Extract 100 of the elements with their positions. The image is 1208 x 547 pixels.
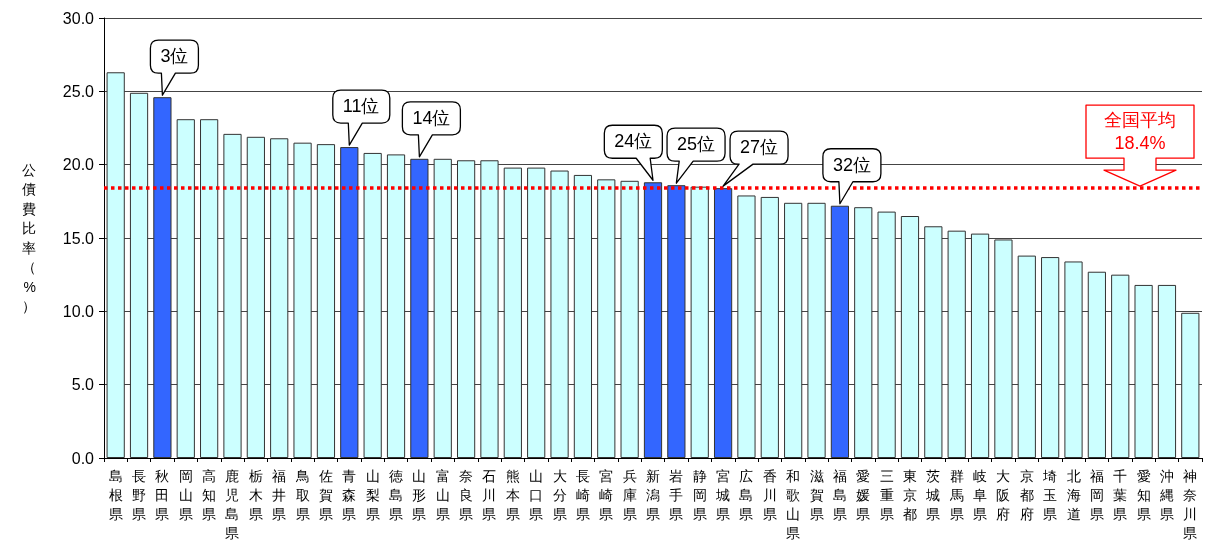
x-tick-label: 石川県	[482, 467, 497, 522]
bar	[503, 167, 522, 458]
x-tick-label: 広島県	[739, 467, 754, 522]
bar	[223, 133, 242, 458]
annotation: 27位	[739, 136, 780, 160]
x-tick-label: 神奈川県	[1183, 467, 1198, 541]
bar	[550, 170, 569, 458]
y-axis-title: 公債費比率（%）	[22, 161, 36, 315]
bar	[597, 179, 616, 458]
x-tick-label: 青森県	[342, 467, 357, 522]
x-tick-label: 秋田県	[155, 467, 170, 522]
bar	[807, 202, 826, 458]
bar	[200, 119, 219, 458]
x-tick-label: 熊本県	[505, 467, 520, 522]
x-tick-label: 富山県	[435, 467, 450, 522]
x-tick-label: 北海道	[1066, 467, 1081, 522]
annotation: 11位	[341, 95, 381, 119]
bar	[900, 216, 920, 458]
bar	[620, 180, 639, 458]
x-tick-label: 静岡県	[692, 467, 707, 522]
x-tick-label: 三重県	[879, 467, 894, 522]
bar	[316, 144, 336, 458]
x-tick-label: 長崎県	[575, 467, 590, 522]
y-tick-label: 20.0	[62, 156, 95, 174]
bar	[1017, 255, 1036, 458]
bar	[270, 138, 289, 458]
bar	[690, 186, 709, 458]
x-tick-label: 岐阜県	[973, 467, 988, 522]
y-tick-label: 10.0	[62, 302, 95, 320]
annotation: 32位	[831, 153, 872, 177]
bar	[433, 158, 452, 458]
x-tick-label: 埼玉県	[1042, 467, 1058, 522]
bar	[877, 211, 896, 458]
x-tick-label: 茨城県	[925, 467, 941, 522]
x-tick-label: 千葉県	[1113, 467, 1128, 522]
x-tick-label: 宮崎県	[599, 467, 614, 522]
x-tick-label: 兵庫県	[622, 467, 637, 522]
bar	[293, 142, 312, 458]
annotation: 25位	[676, 133, 717, 157]
x-tick-label: 鳥取県	[294, 467, 310, 522]
bar	[246, 136, 265, 458]
x-tick-label: 岩手県	[669, 467, 684, 522]
y-tick-label: 25.0	[62, 82, 95, 100]
x-tick-label: 香川県	[762, 467, 777, 522]
bar	[1134, 284, 1153, 458]
y-tick-label: 30.0	[62, 9, 95, 27]
x-tick-label: 大阪府	[996, 467, 1011, 522]
x-tick-label: 鹿児島県	[225, 467, 240, 541]
x-tick-label: 高知県	[202, 467, 217, 522]
annotation: 14位	[411, 106, 452, 130]
x-tick-label: 新潟県	[646, 467, 660, 522]
bar	[1157, 284, 1177, 458]
x-tick-label: 島根県	[108, 467, 123, 522]
bar	[386, 154, 406, 458]
bar	[667, 185, 686, 458]
bar	[924, 226, 943, 458]
bar	[947, 230, 966, 458]
y-tick-label: 15.0	[62, 229, 95, 247]
bar	[760, 196, 779, 458]
x-tick-label: 福岡県	[1089, 467, 1104, 522]
bar	[176, 119, 195, 458]
bar	[129, 92, 149, 458]
bar	[1087, 271, 1106, 458]
x-tick-label: 福井県	[272, 467, 287, 522]
x-tick-label: 東京都	[902, 467, 917, 522]
x-tick-label: 滋賀県	[809, 467, 824, 522]
x-tick-label: 奈良県	[459, 467, 474, 522]
x-tick-label: 栃木県	[248, 467, 263, 522]
x-tick-label: 山梨県	[365, 467, 380, 522]
bar	[713, 188, 733, 458]
x-tick-label: 山形県	[412, 467, 427, 522]
bar	[106, 72, 125, 458]
y-tick-label: 5.0	[71, 376, 95, 394]
x-tick-label: 京都府	[1019, 467, 1034, 522]
bar	[1181, 312, 1200, 458]
x-tick-label: 愛知県	[1136, 467, 1151, 522]
x-tick-label: 徳島県	[389, 467, 404, 522]
x-tick-label: 岡山県	[178, 467, 193, 522]
bar	[457, 160, 476, 458]
bar	[573, 174, 593, 458]
x-tick-label: 沖縄県	[1158, 467, 1174, 522]
x-tick-label: 山口県	[529, 467, 544, 522]
x-tick-label: 長野県	[132, 467, 147, 522]
bar	[830, 205, 849, 458]
bar	[994, 239, 1013, 458]
bar	[1064, 261, 1083, 458]
annotation: 3位	[159, 45, 190, 69]
bar	[527, 167, 546, 458]
ref-line-label: 全国平均 18.4%	[1103, 109, 1177, 155]
bar	[363, 152, 382, 458]
bar	[784, 202, 803, 458]
x-tick-label: 大分県	[552, 467, 567, 522]
x-tick-label: 佐賀県	[318, 467, 333, 522]
bar	[1041, 257, 1060, 458]
x-tick-label: 宮城県	[715, 467, 731, 522]
annotation: 24位	[613, 130, 654, 154]
x-tick-label: 福島県	[832, 467, 847, 522]
bar	[737, 195, 756, 458]
x-tick-label: 和歌山県	[786, 467, 801, 541]
bar	[854, 207, 873, 458]
